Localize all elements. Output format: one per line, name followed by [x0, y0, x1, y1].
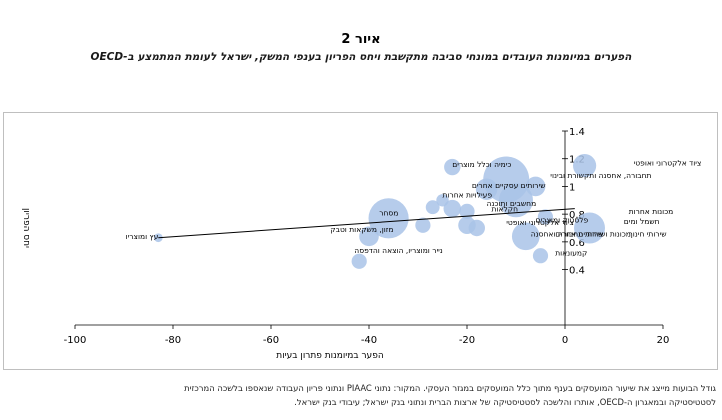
- bubble-3: [368, 198, 409, 239]
- bubble-4: [415, 217, 431, 233]
- y-axis-title: יחס הפריון: [21, 208, 31, 248]
- y-tick-label-1: 0.6: [569, 238, 585, 249]
- bubble-label-13: שירותים אחרים: [555, 229, 603, 238]
- x-axis-title: הפער במיומנות פתרון בעיות: [276, 351, 384, 361]
- bubble-label-0: עץ ומוצריו: [126, 232, 159, 241]
- bubble-label-2: מזון, משקאות וטבק: [330, 225, 393, 234]
- y-tick-label-5: 1.4: [569, 127, 585, 138]
- x-tick-label-6: 20: [657, 335, 670, 346]
- bubble-label-1: נייר ומוצריו, הוצאה והדפסה: [354, 246, 443, 255]
- bubble-label-14: קמעונאות: [555, 249, 587, 258]
- bubble-label-10: מחשבים ותוכנה: [487, 199, 537, 208]
- note-line-2: לסטטיסטיקה ובמאגרון ה-OECD, אותרו והלשכה…: [294, 397, 716, 407]
- bubble-label-16: מכונות אחרות: [629, 207, 674, 216]
- bubble-20: [574, 212, 605, 244]
- chart-frame: [3, 112, 718, 370]
- note-line-1: גודל הבועות מייצג את שיעור המועסקים בענף…: [184, 383, 716, 393]
- trendline: [158, 208, 575, 239]
- figure-title-block: איור 2 הפערים במיומנות העובדים במונחי סב…: [0, 32, 722, 63]
- bubble-label-7: תחבורה, אחסנה ותקשורת ובינוי: [550, 171, 651, 180]
- bubble-label-12: פלסטיק ומוצרים: [536, 215, 589, 224]
- bubble-6: [443, 199, 462, 218]
- bubble-label-8: שירותים עסקיים אחרים: [472, 181, 546, 190]
- bubble-label-6: כימיה וכלל מוצרים: [452, 160, 511, 169]
- bubble-18: [532, 248, 549, 264]
- bubble-19: [573, 154, 597, 178]
- x-tick-label-2: -60: [263, 335, 279, 346]
- bubble-label-9: פעילויות אחרות: [443, 191, 493, 200]
- bubble-label-17: חשמל ומים: [624, 217, 660, 226]
- bubble-label-4: ציוד אלקטרוני ואופטי: [506, 218, 574, 227]
- y-tick-label-0: 0.4: [569, 266, 585, 277]
- x-tick-label-4: -20: [459, 335, 475, 346]
- x-tick-label-0: -100: [64, 335, 87, 346]
- x-tick-label-1: -80: [165, 335, 181, 346]
- y-tick-label-2: 0.8: [569, 210, 585, 221]
- bubble-1: [351, 253, 367, 269]
- figure-title: הפערים במיומנות העובדים במונחי סביבה מתק…: [90, 51, 632, 63]
- bubble-label-5: מכונות ושירותי תחבורה ואחסנה: [531, 229, 631, 238]
- bubble-9: [444, 158, 461, 176]
- bubble-label-3: מסחר: [379, 209, 398, 218]
- bubble-15: [511, 222, 540, 251]
- y-tick-label-3: 1: [569, 182, 575, 193]
- x-tick-label-5: 0: [562, 335, 568, 346]
- figure-number: איור 2: [341, 32, 381, 47]
- bubble-17: [537, 209, 553, 225]
- bubble-5: [425, 200, 440, 215]
- x-tick-label-3: -40: [361, 335, 377, 346]
- bubble-7: [436, 194, 449, 207]
- bubble-16: [525, 176, 546, 197]
- bubble-14: [499, 183, 533, 218]
- bubble-8: [459, 203, 475, 219]
- bubble-label-18: שירותי חינוך: [629, 229, 667, 238]
- bubble-label-15: ציוד אלקטרוני ואופטי: [634, 159, 702, 168]
- bubble-label-11: חקלאות: [492, 204, 519, 213]
- bubble-12: [468, 219, 486, 237]
